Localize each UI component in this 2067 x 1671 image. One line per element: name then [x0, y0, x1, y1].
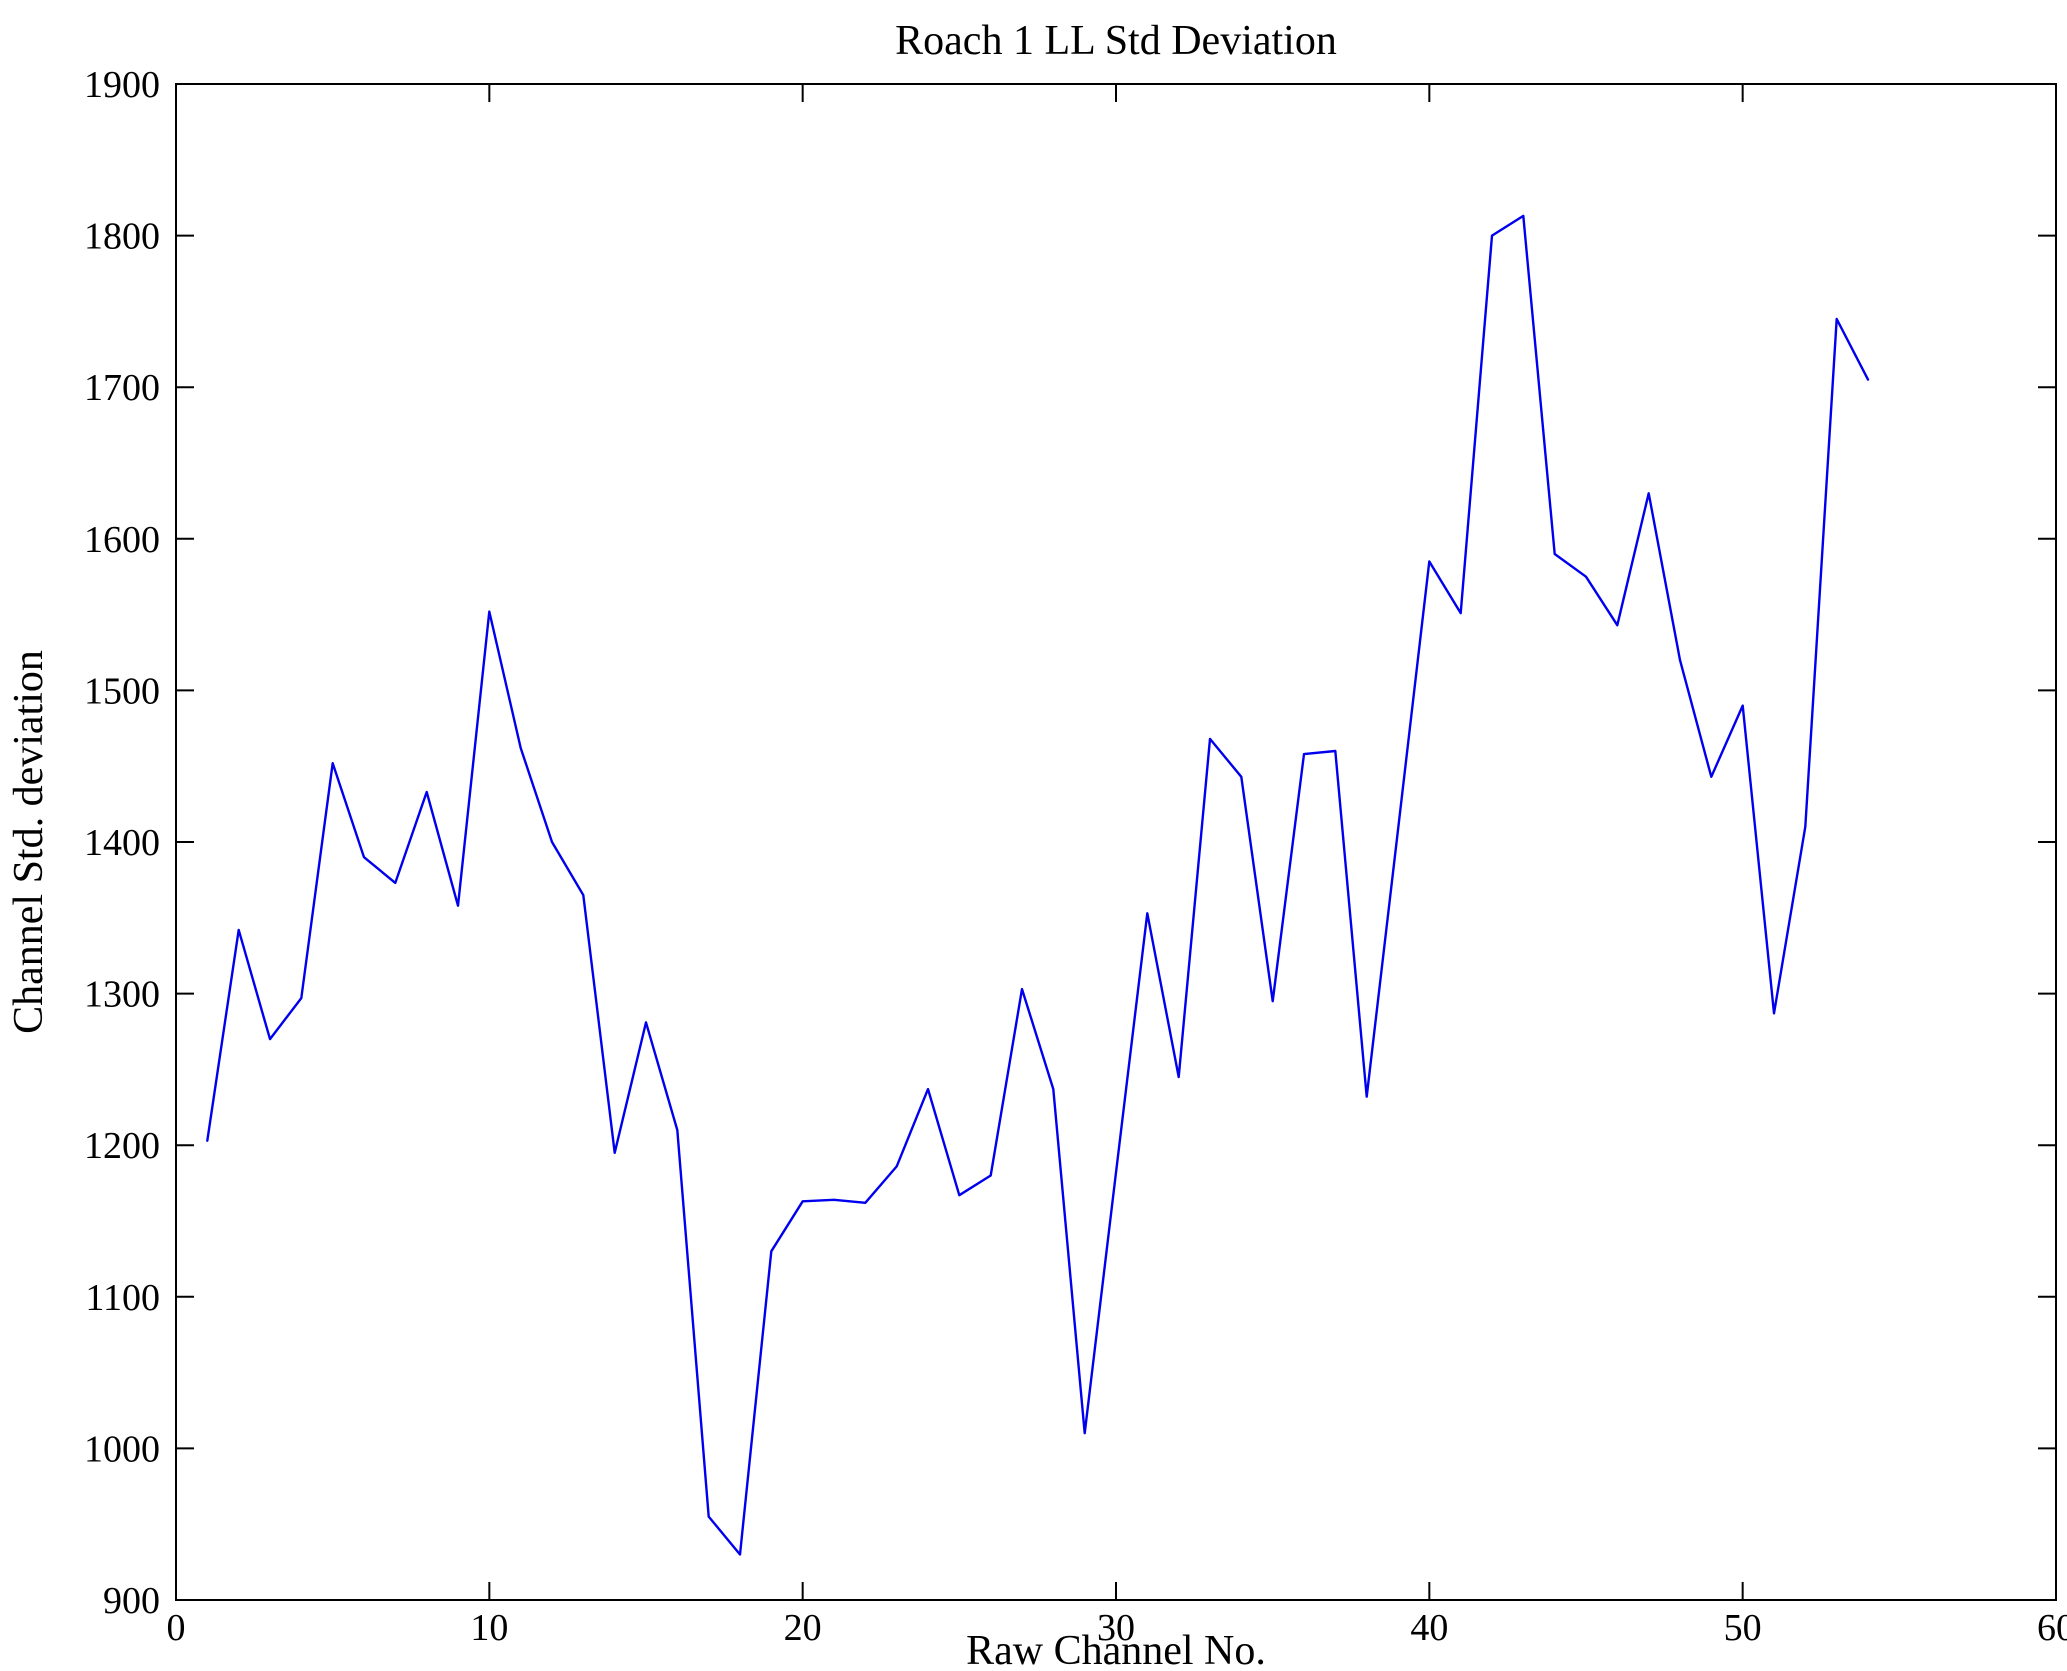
- x-tick-label: 0: [167, 1607, 186, 1649]
- x-tick-label: 30: [1097, 1607, 1135, 1649]
- y-tick-label: 1000: [84, 1428, 160, 1470]
- y-tick-label: 1900: [84, 64, 160, 106]
- y-tick-label: 1800: [84, 216, 160, 258]
- x-tick-label: 60: [2037, 1607, 2067, 1649]
- x-tick-label: 40: [1410, 1607, 1448, 1649]
- x-tick-label: 10: [470, 1607, 508, 1649]
- y-tick-label: 1700: [84, 367, 160, 409]
- y-tick-label: 1200: [84, 1125, 160, 1167]
- y-tick-label: 1100: [85, 1277, 160, 1319]
- y-axis-label: Channel Std. deviation: [6, 650, 52, 1034]
- x-tick-label: 20: [784, 1607, 822, 1649]
- chart-title: Roach 1 LL Std Deviation: [895, 18, 1337, 64]
- y-tick-label: 1600: [84, 519, 160, 561]
- axes-border: [175, 83, 2057, 1601]
- series-line: [206, 214, 1870, 1556]
- y-tick-label: 1500: [84, 670, 160, 712]
- y-tick-label: 1300: [84, 974, 160, 1016]
- x-tick-label: 50: [1724, 1607, 1762, 1649]
- y-tick-label: 900: [103, 1580, 160, 1622]
- x-axis-label: Raw Channel No.: [966, 1628, 1266, 1671]
- y-tick-label: 1400: [84, 822, 160, 864]
